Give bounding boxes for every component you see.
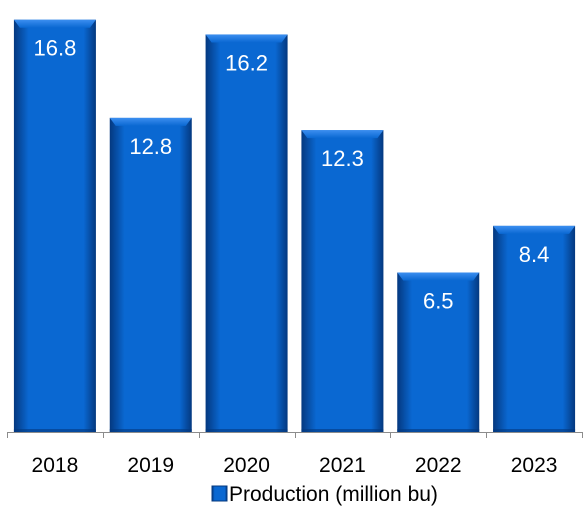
x-tick-labels: 2018 2019 2020 2021 2022 2023	[32, 454, 558, 477]
bar-2023	[493, 225, 576, 432]
bar-base-shade	[397, 429, 480, 432]
data-label: 16.2	[225, 50, 268, 75]
bar-body	[13, 19, 96, 432]
data-label: 8.4	[519, 242, 550, 267]
x-tick-label: 2023	[511, 454, 558, 477]
bar-body	[493, 225, 576, 432]
bars-layer	[13, 19, 576, 433]
data-label: 6.5	[423, 288, 454, 313]
bar-2020	[205, 34, 288, 433]
data-labels-layer: 16.8 12.8 16.2 12.3 6.5 8.4	[34, 36, 550, 314]
bar-base-shade	[13, 429, 96, 432]
x-axis	[7, 432, 583, 438]
bar-cap	[13, 19, 96, 28]
bar-body	[301, 130, 384, 433]
bar-2021	[301, 130, 384, 433]
x-tick-label: 2022	[415, 454, 462, 477]
bar-2018	[13, 19, 96, 432]
legend-swatch	[211, 485, 228, 502]
data-label: 12.3	[321, 146, 364, 171]
legend-label: Production (million bu)	[229, 483, 438, 506]
bar-cap	[205, 34, 288, 43]
bar-body	[109, 117, 192, 432]
bar-cap	[301, 130, 384, 139]
bar-cap	[493, 225, 576, 234]
bar-base-shade	[493, 429, 576, 432]
bar-2019	[109, 117, 192, 432]
x-tick-label: 2020	[223, 454, 270, 477]
legend: Production (million bu)	[211, 483, 438, 506]
x-tick-label: 2019	[127, 454, 174, 477]
bar-base-shade	[205, 429, 288, 432]
bar-cap	[397, 272, 480, 281]
bar-base-shade	[109, 429, 192, 432]
data-label: 16.8	[34, 36, 77, 61]
bar-base-shade	[301, 429, 384, 432]
bar-cap	[109, 117, 192, 126]
data-label: 12.8	[129, 134, 172, 159]
x-tick-label: 2021	[319, 454, 366, 477]
bar-body	[205, 34, 288, 433]
x-tick-label: 2018	[32, 454, 79, 477]
bar-2022	[397, 272, 480, 432]
bar-body	[397, 272, 480, 432]
